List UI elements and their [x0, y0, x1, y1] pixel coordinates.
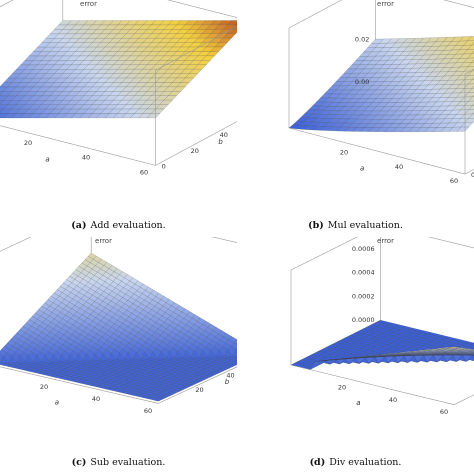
- mul-surface-plot: 20406002040600.000.020.04ab: [288, 0, 474, 185]
- y-tick-label: 40: [226, 372, 234, 380]
- x-tick-label: 40: [389, 396, 397, 404]
- sub-surface-plot: 204060204060ab: [0, 237, 237, 415]
- surface-mesh: [288, 36, 474, 132]
- surface-cell: [235, 23, 237, 25]
- x-tick-label: 40: [82, 154, 90, 162]
- panel-sub: 204060204060ab error (c)Sub evaluation.: [0, 237, 237, 474]
- box-edge: [464, 168, 474, 175]
- box-edge: [0, 125, 156, 166]
- z-tick-label: 0.0004: [352, 269, 375, 277]
- box-edge: [158, 366, 237, 404]
- caption-text: Mul evaluation.: [327, 220, 403, 231]
- add-surface-plot: 2040600204060ab: [0, 0, 237, 176]
- x-tick-label: 20: [40, 383, 48, 391]
- x-tick-label: 40: [395, 163, 403, 171]
- surface-mesh: [0, 20, 237, 119]
- x-tick-label: 60: [140, 168, 148, 176]
- box-edge: [0, 237, 32, 252]
- plot-title: error: [80, 0, 97, 8]
- caption: (b) Mul evaluation.: [237, 220, 474, 231]
- surface-cell: [235, 347, 237, 351]
- surface-cell: [471, 50, 474, 54]
- surface-cell: [471, 59, 474, 63]
- surface-cell: [468, 113, 474, 119]
- z-tick-label: 0.0006: [352, 245, 375, 253]
- box-edge: [427, 237, 474, 249]
- caption: (d) Div evaluation.: [237, 457, 474, 468]
- panel-mul: 20406002040600.000.020.04ab error (b)Mul…: [237, 0, 474, 237]
- box-edge: [288, 127, 466, 175]
- z-tick-label: 0.04: [355, 0, 369, 1]
- caption-label: (c): [71, 457, 87, 468]
- x-axis-label: a: [360, 165, 364, 173]
- surface-cell: [233, 339, 237, 345]
- x-axis-label: a: [356, 399, 360, 407]
- surface-cell: [146, 113, 161, 118]
- plot-title: error: [95, 237, 112, 245]
- y-tick-label: 20: [195, 386, 203, 394]
- y-axis-label: b: [218, 138, 223, 146]
- x-axis-label: a: [45, 155, 49, 163]
- box-edge: [290, 237, 358, 271]
- x-tick-label: 60: [450, 177, 458, 185]
- surface-cell: [152, 398, 162, 402]
- z-tick-label: 0.0000: [352, 316, 375, 324]
- box-edge: [288, 0, 343, 29]
- x-tick-label: 20: [24, 139, 32, 147]
- x-axis-label: a: [55, 398, 59, 406]
- surface-cell: [447, 346, 458, 348]
- box-edge: [454, 394, 474, 405]
- y-tick-label: 20: [191, 147, 199, 155]
- box-edge: [211, 237, 237, 243]
- surface-mesh: [0, 252, 237, 402]
- surface-cell: [231, 24, 237, 30]
- z-tick-label: 0.0002: [352, 292, 375, 300]
- caption: (a) Add evaluation.: [0, 220, 237, 231]
- caption-text: Add evaluation.: [90, 220, 166, 231]
- y-tick-label: 40: [220, 131, 228, 139]
- x-tick-label: 60: [440, 408, 448, 416]
- surface-mesh: [290, 320, 474, 370]
- caption-text: Sub evaluation.: [90, 457, 166, 468]
- x-tick-label: 20: [338, 383, 346, 391]
- y-tick-label: 0: [162, 162, 166, 170]
- y-tick-label: 0: [471, 171, 474, 179]
- caption-label: (a): [71, 220, 87, 231]
- box-edge: [155, 26, 237, 71]
- box-edge: [443, 0, 474, 9]
- plot-title: error: [377, 237, 394, 245]
- z-tick-label: 0.00: [355, 78, 369, 86]
- caption: (c) Sub evaluation.: [0, 457, 237, 468]
- surface-cell: [456, 126, 470, 132]
- y-axis-label: b: [225, 378, 230, 386]
- box-edge: [155, 121, 237, 166]
- box-edge: [167, 0, 237, 18]
- box-edge: [0, 366, 159, 404]
- panel-add: 2040600204060ab error (a)Add evaluation.: [0, 0, 237, 237]
- box-edge: [290, 364, 455, 405]
- caption-text: Div evaluation.: [329, 457, 402, 468]
- z-tick-label: 0.02: [355, 36, 369, 44]
- x-tick-label: 40: [92, 395, 100, 403]
- x-tick-label: 60: [144, 407, 152, 415]
- caption-label: (b): [308, 220, 324, 231]
- surface-cell: [471, 42, 474, 46]
- caption-label: (d): [309, 457, 326, 468]
- surface-cell: [233, 360, 237, 364]
- plot-title: error: [377, 0, 394, 8]
- x-tick-label: 20: [340, 148, 348, 156]
